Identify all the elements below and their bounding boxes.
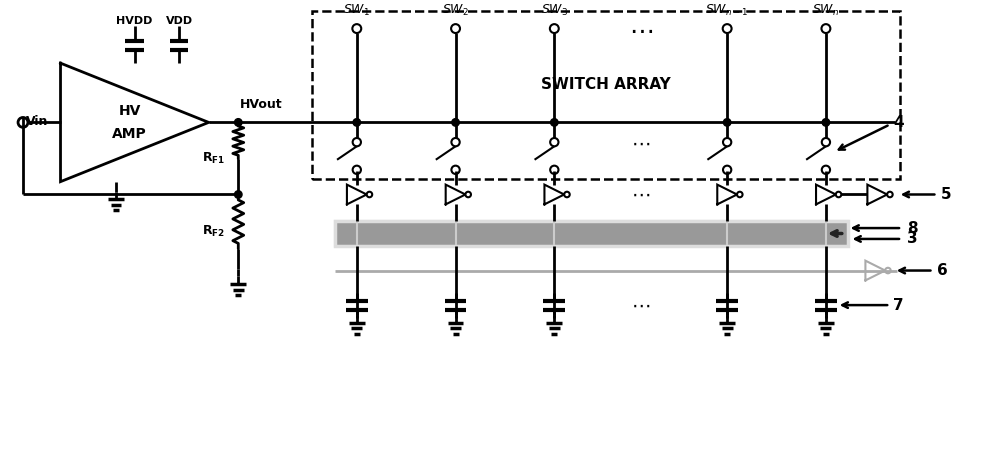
Text: $\mathbf{R_{F2}}$: $\mathbf{R_{F2}}$ [202,224,225,239]
Text: HVDD: HVDD [116,16,153,26]
Text: $SW_2$: $SW_2$ [442,3,469,18]
Text: 4: 4 [893,115,904,130]
Bar [312,11,900,179]
Text: 5: 5 [941,187,952,202]
Text: 7: 7 [893,298,904,313]
Text: VDD: VDD [165,16,193,26]
Circle shape [353,119,361,126]
Text: Vin: Vin [26,115,48,128]
Text: $\mathbf{R_{F1}}$: $\mathbf{R_{F1}}$ [202,151,225,166]
Circle shape [235,119,242,126]
Text: $\cdots$: $\cdots$ [631,296,650,315]
Circle shape [551,119,558,126]
Text: $\cdots$: $\cdots$ [631,134,650,153]
Text: HVout: HVout [240,97,283,111]
Text: SWITCH ARRAY: SWITCH ARRAY [541,78,671,92]
Text: $SW_1$: $SW_1$ [343,3,370,18]
Circle shape [822,119,830,126]
Text: $\cdots$: $\cdots$ [631,185,650,204]
Text: 3: 3 [907,231,918,246]
Text: 8: 8 [907,220,918,236]
Bar [335,221,848,246]
Text: $SW_3$: $SW_3$ [541,3,568,18]
Text: $SW_n$: $SW_n$ [812,3,840,18]
Text: HV: HV [118,104,141,118]
Circle shape [452,119,459,126]
Circle shape [235,191,242,198]
Text: $SW_{n-1}$: $SW_{n-1}$ [705,3,749,18]
Text: 6: 6 [937,263,948,278]
Circle shape [723,119,731,126]
Text: $\cdots$: $\cdots$ [629,18,653,42]
Text: AMP: AMP [112,127,147,141]
Bar [335,221,848,246]
